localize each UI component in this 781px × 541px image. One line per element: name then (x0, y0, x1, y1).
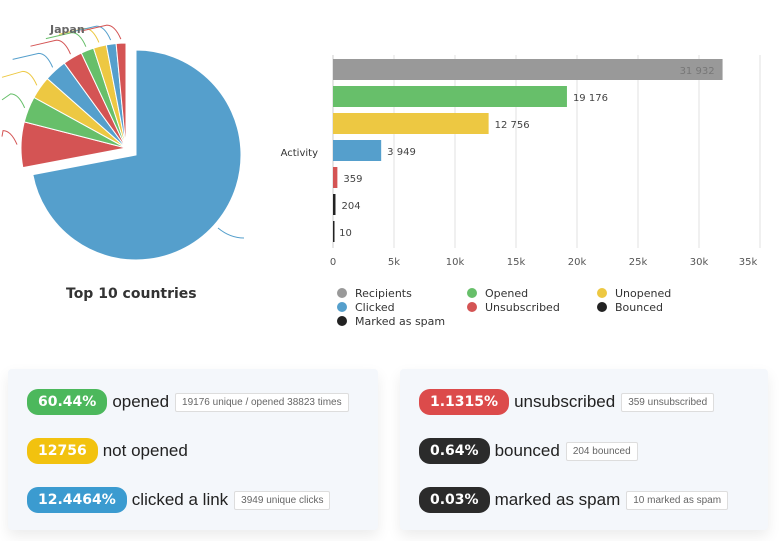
bar-data-label: 10 (339, 228, 352, 239)
legend-item[interactable]: Opened (485, 287, 528, 300)
bar-recipients (333, 59, 723, 80)
legend-marker (337, 316, 347, 326)
x-tick-label: 5k (388, 257, 400, 268)
x-tick-label: 30k (690, 257, 709, 268)
stat-row: 12.4464% clicked a link 3949 unique clicks (27, 487, 331, 513)
stat-detail-tag: 204 bounced (565, 441, 638, 461)
stat-label: marked as spam (494, 490, 621, 509)
legend-item[interactable]: Bounced (615, 301, 663, 314)
stat-row: 0.64% bounced 204 bounced (419, 438, 638, 464)
pie-connector (1, 70, 38, 86)
legend-item[interactable]: Unopened (615, 287, 671, 300)
x-tick-label: 0 (330, 257, 336, 268)
bar-data-label: 204 (341, 201, 360, 212)
legend-marker (467, 302, 477, 312)
stat-badge: 0.64% (419, 438, 490, 464)
pie-connector (1, 130, 18, 145)
legend-marker (337, 302, 347, 312)
x-tick-label: 20k (568, 257, 587, 268)
x-tick-label: 25k (629, 257, 648, 268)
legend-marker (597, 288, 607, 298)
pie-connector (1, 93, 26, 109)
bar-data-label: 3 949 (387, 147, 416, 158)
pie-connector (30, 39, 71, 55)
bar-unsubscribed (333, 167, 338, 188)
legend-marker (337, 288, 347, 298)
legend-item[interactable]: Marked as spam (355, 315, 445, 328)
stats-card-right: 1.1315% unsubscribed 359 unsubscribed 0.64%… (400, 369, 768, 530)
pie-title: Top 10 countries (66, 286, 197, 302)
category-label: Activity (281, 148, 318, 159)
stat-detail-tag: 19176 unique / opened 38823 times (175, 392, 349, 412)
bar-unopened (333, 113, 489, 134)
stat-label: not opened (102, 441, 188, 460)
pie-slice (32, 49, 242, 261)
pie-connector (217, 227, 245, 239)
bar-data-label: 12 756 (495, 120, 530, 131)
activity-bar-chart: 0 5k 10k 15k 20k 25k 30k 35k Activity 31 932 Recip… (281, 55, 761, 328)
legend-item[interactable]: Unsubscribed (485, 301, 560, 314)
stat-label: bounced (494, 441, 560, 460)
countries-pie-chart: Japan (1, 23, 245, 261)
stat-badge: 12.4464% (27, 487, 127, 513)
bar-marked-as-spam (333, 221, 335, 242)
pie-label-japan: Japan (49, 23, 85, 36)
stat-badge: 1.1315% (419, 389, 510, 415)
x-tick-label: 10k (446, 257, 465, 268)
stat-detail-tag: 10 marked as spam (626, 490, 729, 510)
legend-marker (597, 302, 607, 312)
legend-item[interactable]: Recipients (355, 287, 412, 300)
bar-data-label: 31 932 (680, 66, 715, 77)
stat-label: unsubscribed (514, 392, 616, 411)
bar-bounced (333, 194, 336, 215)
stat-label: clicked a link (131, 490, 229, 509)
stat-badge: 12756 (27, 438, 98, 464)
x-tick-label: 35k (739, 257, 758, 268)
stat-row: 0.03% marked as spam 10 marked as spam (419, 487, 729, 513)
pie-connector (45, 32, 87, 47)
x-tick-label: 15k (507, 257, 526, 268)
pie-connector (70, 25, 112, 41)
bar-clicked (333, 140, 382, 161)
stat-row: 60.44% opened 19176 unique / opened 38823 … (27, 389, 349, 415)
stat-detail-tag: 359 unsubscribed (621, 392, 715, 412)
stat-detail-tag: 3949 unique clicks (234, 490, 331, 510)
stats-card-left: 60.44% opened 19176 unique / opened 38823 … (8, 369, 378, 530)
bar-data-label: 359 (343, 174, 362, 185)
bar-data-label: 19 176 (573, 93, 608, 104)
legend-item[interactable]: Clicked (355, 301, 395, 314)
stat-row: 1.1315% unsubscribed 359 unsubscribed (419, 389, 715, 415)
stat-label: opened (112, 392, 170, 411)
stat-badge: 60.44% (27, 389, 108, 415)
stat-badge: 0.03% (419, 487, 490, 513)
pie-connector (80, 24, 122, 40)
pie-connector (12, 52, 54, 68)
pie-slice (115, 42, 127, 149)
stat-row: 12756 not opened (27, 438, 188, 464)
bar-opened (333, 86, 567, 107)
legend-marker (467, 288, 477, 298)
